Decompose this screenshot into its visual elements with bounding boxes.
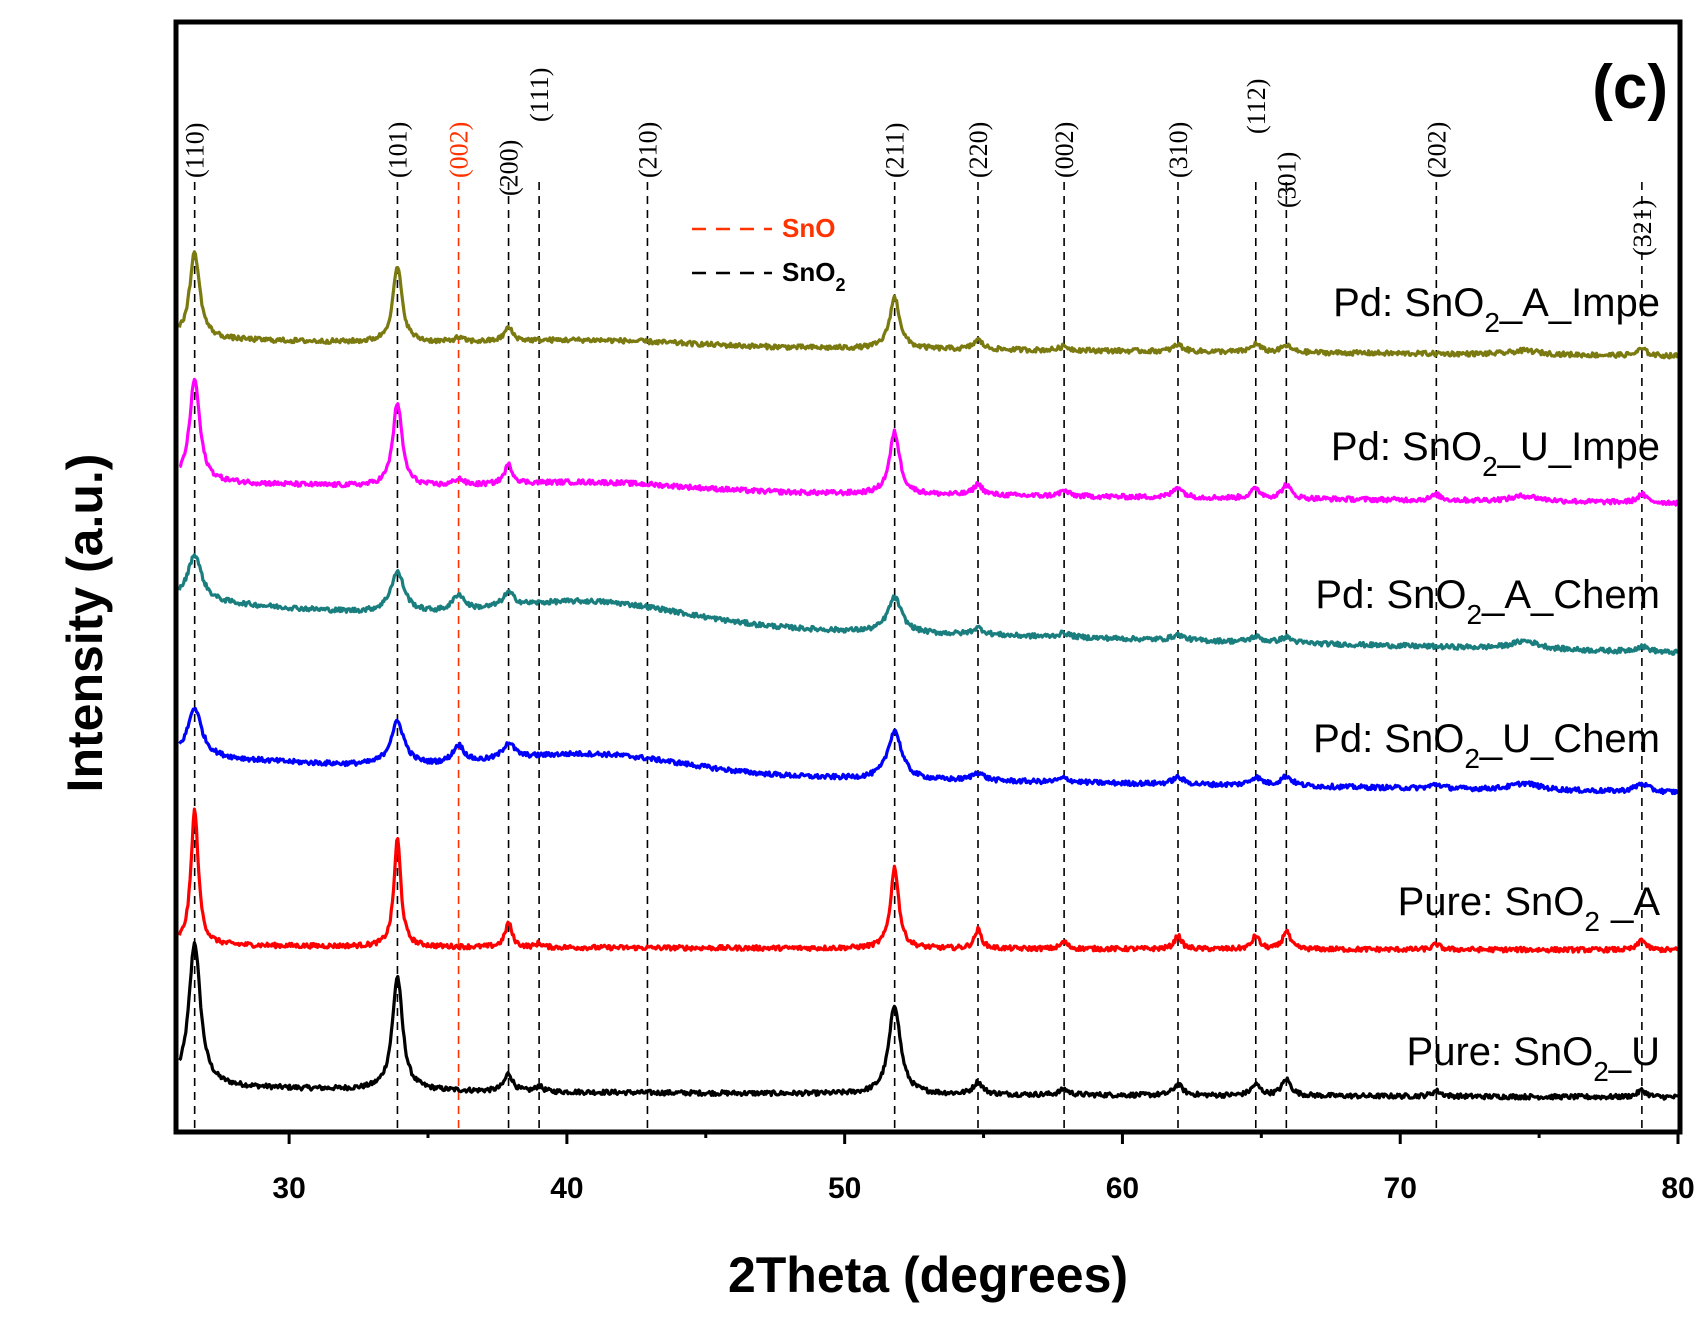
plot-frame	[173, 19, 1683, 1135]
plane-label-10: (112)	[1242, 79, 1271, 134]
series-label-0: Pure: SnO2_U	[1407, 1030, 1660, 1087]
plane-label-11: (301)	[1272, 152, 1301, 208]
series-label-2: Pd: SnO2_U_Chem	[1313, 717, 1660, 774]
reference-lines	[193, 182, 1643, 1130]
x-ticks: 30 40 50 60 70 80	[272, 1132, 1695, 1205]
x-tick-label-60: 60	[1106, 1172, 1139, 1205]
series-label-3: Pd: SnO2_A_Chem	[1315, 573, 1660, 630]
series-line-0	[178, 941, 1679, 1101]
x-tick-label-80: 80	[1661, 1172, 1694, 1205]
series-labels: Pure: SnO2_U Pure: SnO2 _A Pd: SnO2_U_Chem…	[1313, 281, 1660, 1087]
panel-tag: (c)	[1592, 53, 1668, 122]
legend-label-1: SnO2	[782, 257, 845, 295]
x-tick-label-40: 40	[550, 1172, 583, 1205]
series-label-1: Pure: SnO2 _A	[1398, 880, 1661, 937]
series-layer	[177, 250, 1680, 1101]
plane-label-3: (200)	[495, 140, 524, 196]
plane-label-2: (002)	[445, 122, 474, 178]
plane-label-4: (111)	[525, 68, 554, 122]
x-tick-label-70: 70	[1384, 1172, 1417, 1205]
plane-label-8: (002)	[1050, 122, 1079, 178]
series-line-1	[177, 807, 1679, 954]
y-axis-title: Intensity (a.u.)	[57, 454, 113, 793]
series-line-4	[178, 377, 1680, 507]
series-line-3	[177, 553, 1679, 656]
x-axis-title: 2Theta (degrees)	[728, 1247, 1128, 1303]
plane-label-6: (211)	[881, 123, 910, 178]
legend-label-0: SnO	[782, 213, 835, 243]
series-line-2	[178, 707, 1680, 796]
plane-label-12: (202)	[1422, 122, 1451, 178]
plane-label-7: (220)	[964, 122, 993, 178]
plane-label-13: (321)	[1628, 200, 1657, 256]
series-line-5	[177, 250, 1679, 360]
series-label-4: Pd: SnO2_U_Impe	[1331, 425, 1660, 482]
plane-label-5: (210)	[633, 122, 662, 178]
x-tick-label-50: 50	[828, 1172, 861, 1205]
plane-label-1: (101)	[383, 122, 412, 178]
legend: SnO SnO2	[692, 213, 845, 295]
plane-labels: (110) (101) (002) (200)(111) (210) (211) (220)…	[181, 68, 1657, 256]
plane-label-0: (110)	[181, 123, 210, 178]
series-label-5: Pd: SnO2_A_Impe	[1333, 281, 1660, 338]
x-tick-label-30: 30	[272, 1172, 305, 1205]
plane-label-9: (310)	[1164, 122, 1193, 178]
